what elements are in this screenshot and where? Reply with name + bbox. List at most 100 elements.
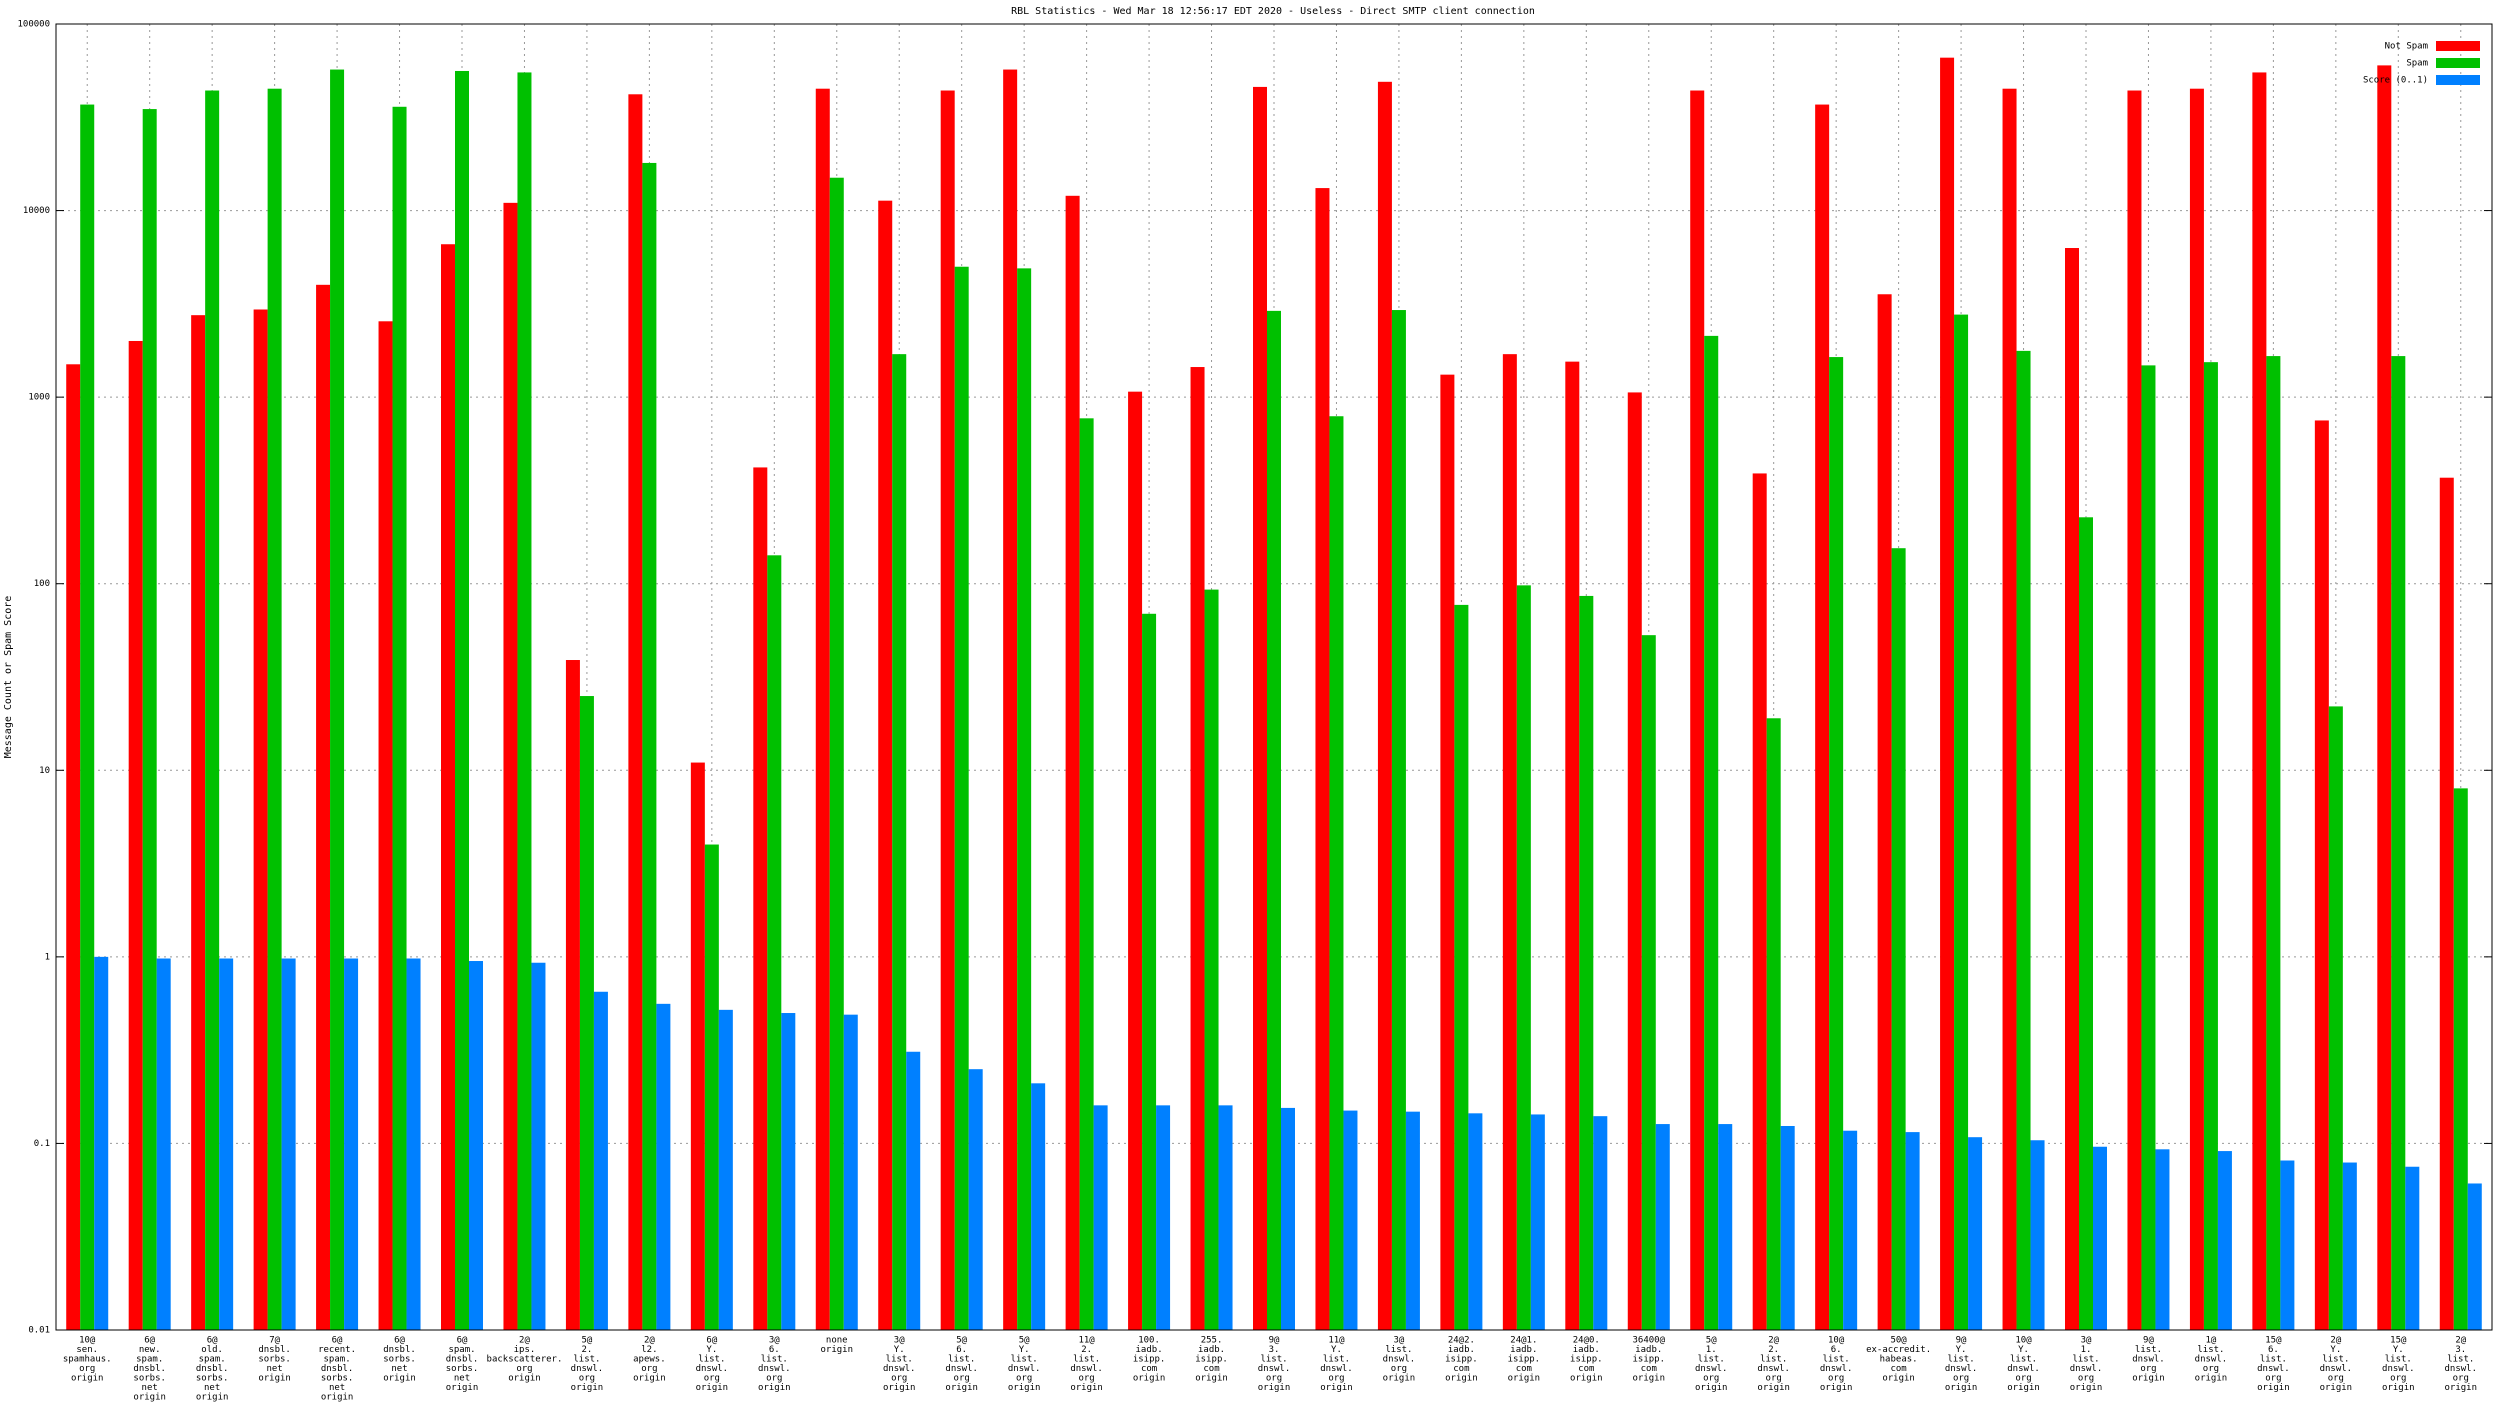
- bar: [531, 962, 546, 1330]
- x-tick-label: list.: [2135, 1345, 2162, 1355]
- x-tick-label: origin: [2320, 1383, 2353, 1393]
- bar: [392, 106, 407, 1331]
- x-tick-label: spam.: [136, 1355, 163, 1365]
- bar: [2453, 788, 2468, 1330]
- x-tick-label: list.: [2385, 1355, 2412, 1365]
- bar: [1142, 613, 1157, 1330]
- x-tick-label: habeas.: [1880, 1355, 1918, 1365]
- x-tick-label: 9@: [1269, 1336, 1280, 1346]
- x-tick-label: dnswl.: [883, 1364, 916, 1374]
- x-tick-label: Y.: [2393, 1345, 2404, 1355]
- y-axis-label: Message Count or Spam Score: [3, 596, 14, 759]
- x-tick-label: org: [704, 1374, 720, 1384]
- legend-swatch: [2436, 58, 2480, 68]
- x-tick-label: com: [1641, 1364, 1657, 1374]
- x-tick-label: org: [1703, 1374, 1719, 1384]
- x-tick-label: dnsbl.: [321, 1364, 354, 1374]
- bar: [281, 958, 296, 1330]
- bar: [1065, 195, 1080, 1331]
- x-tick-label: list.: [1823, 1355, 1850, 1365]
- x-tick-label: origin: [1882, 1374, 1915, 1384]
- x-tick-label: list.: [2072, 1355, 2099, 1365]
- x-tick-label: list.: [1948, 1355, 1975, 1365]
- bar: [406, 958, 421, 1330]
- x-tick-label: 1@: [2206, 1336, 2217, 1346]
- x-tick-label: ex-accredit.: [1866, 1345, 1931, 1355]
- bar: [2217, 1151, 2232, 1330]
- x-tick-label: Y.: [894, 1345, 905, 1355]
- bar: [2189, 88, 2204, 1330]
- bar: [843, 1014, 858, 1330]
- x-tick-label: net: [266, 1364, 282, 1374]
- bar: [1454, 604, 1469, 1330]
- x-tick-label: dnswl.: [1070, 1364, 1103, 1374]
- x-tick-label: 6.: [1831, 1345, 1842, 1355]
- bar: [579, 696, 594, 1330]
- x-tick-label: dnsbl.: [383, 1345, 416, 1355]
- x-tick-label: 3@: [894, 1336, 905, 1346]
- x-tick-label: 2@: [2455, 1336, 2466, 1346]
- x-tick-label: isipp.: [1508, 1355, 1541, 1365]
- x-tick-label: origin: [1320, 1383, 1353, 1393]
- x-tick-label: origin: [1820, 1383, 1853, 1393]
- x-tick-label: 2@: [519, 1336, 530, 1346]
- x-tick-label: 15@: [2390, 1336, 2407, 1346]
- x-tick-label: 11@: [1078, 1336, 1095, 1346]
- x-tick-label: isipp.: [1633, 1355, 1666, 1365]
- x-tick-label: recent.: [318, 1345, 356, 1355]
- x-tick-label: origin: [446, 1383, 479, 1393]
- x-tick-label: origin: [1445, 1374, 1478, 1384]
- x-tick-label: org: [579, 1374, 595, 1384]
- bar: [940, 90, 955, 1331]
- x-tick-label: origin: [2007, 1383, 2040, 1393]
- bar: [2391, 356, 2406, 1330]
- x-tick-label: list.: [2260, 1355, 2287, 1365]
- x-tick-label: origin: [2132, 1374, 2165, 1384]
- bar: [781, 1013, 796, 1330]
- x-tick-label: 9@: [1956, 1336, 1967, 1346]
- bar: [1940, 57, 1955, 1330]
- x-tick-label: org: [1391, 1364, 1407, 1374]
- bar: [1003, 69, 1018, 1331]
- x-tick-label: net: [142, 1383, 158, 1393]
- x-tick-label: origin: [2257, 1383, 2290, 1393]
- bar: [565, 660, 580, 1330]
- bar: [1579, 595, 1594, 1330]
- x-tick-label: dnsbl.: [258, 1345, 291, 1355]
- x-tick-label: list.: [1323, 1355, 1350, 1365]
- x-tick-label: org: [1328, 1374, 1344, 1384]
- bar: [2328, 706, 2343, 1330]
- x-tick-label: dnswl.: [2132, 1355, 2165, 1365]
- x-tick-label: net: [329, 1383, 345, 1393]
- x-tick-label: origin: [1195, 1374, 1228, 1384]
- bar: [517, 72, 532, 1330]
- x-tick-label: 6@: [706, 1336, 717, 1346]
- x-tick-label: list.: [1011, 1355, 1038, 1365]
- bar: [378, 321, 393, 1330]
- bar: [2280, 1160, 2295, 1330]
- bar: [1440, 374, 1455, 1330]
- bar: [1391, 310, 1406, 1330]
- chart-title: RBL Statistics - Wed Mar 18 12:56:17 EDT…: [1011, 6, 1535, 17]
- x-tick-label: isipp.: [1445, 1355, 1478, 1365]
- bar: [330, 69, 345, 1331]
- x-tick-label: 10@: [1828, 1336, 1845, 1346]
- legend-swatch: [2436, 41, 2480, 51]
- bar: [656, 1003, 671, 1330]
- bar: [2405, 1166, 2420, 1330]
- bar: [2093, 1146, 2107, 1330]
- bar: [690, 762, 705, 1330]
- x-tick-label: 24@2.: [1448, 1336, 1475, 1346]
- x-tick-label: 5@: [956, 1336, 967, 1346]
- bar: [1627, 392, 1642, 1330]
- x-tick-label: com: [1578, 1364, 1594, 1374]
- x-tick-label: list.: [1385, 1345, 1412, 1355]
- x-tick-label: origin: [696, 1383, 729, 1393]
- x-tick-label: org: [954, 1374, 970, 1384]
- x-tick-label: origin: [1258, 1383, 1291, 1393]
- legend-swatch: [2436, 75, 2480, 85]
- x-tick-label: 6@: [332, 1336, 343, 1346]
- x-tick-label: 11@: [1328, 1336, 1345, 1346]
- bar: [704, 844, 719, 1330]
